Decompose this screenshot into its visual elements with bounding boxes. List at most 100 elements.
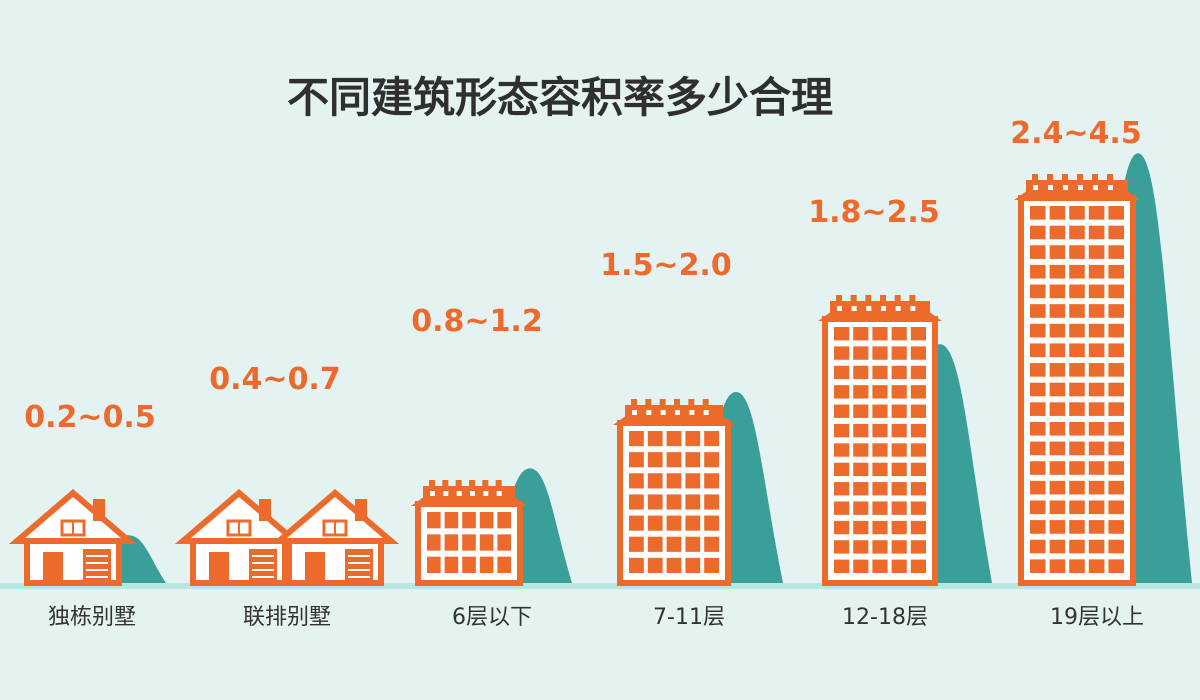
building-window xyxy=(1049,421,1066,436)
house-chimney xyxy=(355,499,367,521)
building-window xyxy=(497,534,511,551)
building-window xyxy=(1108,225,1124,240)
building-window xyxy=(891,365,907,380)
building-window xyxy=(1049,245,1066,259)
building-window xyxy=(1069,421,1085,436)
building-window xyxy=(666,557,682,573)
building-window xyxy=(685,431,701,447)
house-chimney xyxy=(93,499,105,521)
building-window xyxy=(1069,500,1085,515)
building-window xyxy=(1049,559,1066,573)
crown-window xyxy=(660,410,666,415)
building-window xyxy=(629,494,644,510)
building-window xyxy=(1069,520,1085,534)
building-window xyxy=(666,431,682,447)
building-window xyxy=(685,473,701,489)
building-window xyxy=(872,385,888,399)
crown-tooth xyxy=(688,399,695,406)
building-window xyxy=(910,540,926,554)
building-window xyxy=(853,346,869,360)
chart-title: 不同建筑形态容积率多少合理 xyxy=(287,73,833,122)
building-window xyxy=(910,482,926,496)
crown-tooth xyxy=(836,295,842,302)
category-label: 7-11层 xyxy=(653,605,725,630)
building-window xyxy=(872,540,888,554)
building-window xyxy=(1069,559,1085,573)
building-window xyxy=(1088,421,1105,436)
building-window xyxy=(853,559,869,573)
category-label: 19层以上 xyxy=(1050,605,1144,630)
building-window xyxy=(1108,500,1124,515)
building-window xyxy=(1108,323,1124,338)
crown-window xyxy=(881,306,886,311)
building-window xyxy=(479,534,494,551)
building-window xyxy=(444,556,459,573)
building-window xyxy=(872,559,888,573)
building-window xyxy=(910,385,926,399)
house-door xyxy=(43,552,63,583)
building-window xyxy=(1030,480,1046,495)
building-window xyxy=(1069,382,1085,397)
building-window xyxy=(872,520,888,535)
building-window xyxy=(834,404,850,418)
range-label: 1.8~2.5 xyxy=(808,195,939,230)
building-window xyxy=(1108,480,1124,495)
building-window xyxy=(497,556,511,573)
building-window xyxy=(704,536,719,552)
building-window xyxy=(666,473,682,489)
building-window xyxy=(1049,363,1066,377)
building-window xyxy=(685,536,701,552)
building-window xyxy=(1049,539,1066,554)
house-door xyxy=(209,552,229,583)
townhouse-unit xyxy=(174,489,304,586)
building-window xyxy=(1069,245,1085,259)
building-window xyxy=(891,385,907,399)
crown-window xyxy=(1033,185,1038,190)
crown-window xyxy=(1048,185,1053,190)
crown-tooth xyxy=(674,399,680,406)
crown-tooth xyxy=(469,480,475,487)
building-window xyxy=(1108,363,1124,377)
building-window xyxy=(629,452,644,468)
building-window xyxy=(462,556,476,573)
building-window xyxy=(1108,402,1124,416)
building-window xyxy=(1049,480,1066,495)
building-window xyxy=(891,482,907,496)
crown-tooth xyxy=(495,480,502,487)
building-window xyxy=(1049,441,1066,456)
building-window xyxy=(872,443,888,457)
range-label: 0.4~0.7 xyxy=(209,362,340,397)
building-window xyxy=(666,494,682,510)
building-window xyxy=(1069,539,1085,554)
building-window xyxy=(1108,206,1124,220)
building-window xyxy=(834,423,850,438)
building-window xyxy=(1088,559,1105,573)
building-window xyxy=(1069,323,1085,338)
building-window xyxy=(910,365,926,380)
building-window xyxy=(629,557,644,573)
building-window xyxy=(1069,461,1085,475)
building-window xyxy=(629,473,644,489)
crown-tooth xyxy=(1092,174,1098,181)
crown-tooth xyxy=(702,399,709,406)
building-window xyxy=(910,346,926,360)
crown-window xyxy=(470,491,475,496)
crown-window xyxy=(430,491,435,496)
building-window xyxy=(1108,559,1124,573)
building-window xyxy=(872,482,888,496)
building-window xyxy=(910,559,926,573)
building-window xyxy=(1049,382,1066,397)
building-window xyxy=(1088,480,1105,495)
category-label: 联排别墅 xyxy=(243,605,331,630)
building-window xyxy=(1088,363,1105,377)
range-label: 1.5~2.0 xyxy=(600,248,731,283)
crown-tooth xyxy=(429,480,435,487)
building-window xyxy=(1030,343,1046,358)
crown-window xyxy=(851,306,857,311)
building-window xyxy=(1030,206,1046,220)
building-window xyxy=(1030,304,1046,318)
category-label: 12-18层 xyxy=(842,605,928,630)
building-window xyxy=(834,462,850,477)
